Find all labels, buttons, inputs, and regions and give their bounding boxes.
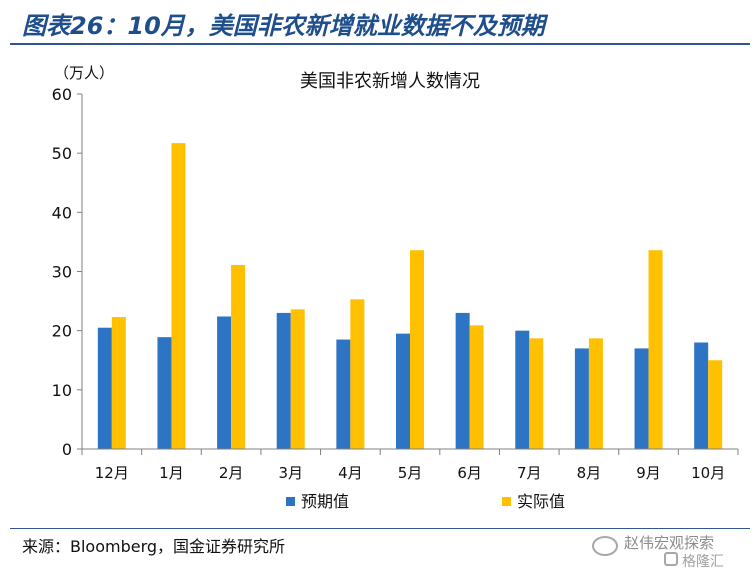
x-tick-label: 2月	[219, 464, 244, 482]
x-tick-label: 1月	[159, 464, 184, 482]
y-tick-label: 10	[52, 381, 72, 400]
y-tick-label: 20	[52, 322, 72, 341]
bar-expected	[336, 339, 351, 449]
x-tick-label: 8月	[577, 464, 602, 482]
bar-actual	[648, 250, 663, 449]
x-tick-label: 9月	[636, 464, 661, 482]
bar-actual	[588, 338, 603, 449]
bar-chart: 美国非农新增人数情况 （万人） 0 10 20 30 40 50 60 12月 1月 2月 3月 4…	[52, 64, 739, 511]
legend-swatch	[286, 497, 295, 506]
legend-swatch	[502, 497, 511, 506]
bar-expected	[634, 348, 649, 449]
bars	[97, 143, 723, 449]
watermark-account: 赵伟宏观探索	[624, 534, 715, 552]
bar-actual	[708, 360, 723, 449]
figure-title: 图表26：10月，美国非农新增就业数据不及预期	[22, 12, 545, 40]
bar-actual	[469, 325, 484, 449]
wechat-icon	[592, 536, 618, 556]
bar-actual	[410, 250, 424, 449]
x-tick-label: 4月	[338, 464, 363, 482]
legend-label: 预期值	[301, 492, 349, 511]
x-tick-label: 5月	[398, 464, 423, 482]
bar-expected	[97, 327, 112, 449]
y-tick-label: 50	[52, 144, 72, 163]
x-tick-label: 12月	[95, 464, 129, 482]
y-tick-label: 60	[52, 85, 72, 104]
y-tick-label: 30	[52, 263, 72, 282]
bar-expected	[157, 337, 172, 449]
x-tick-label: 7月	[517, 464, 542, 482]
bar-actual	[350, 299, 365, 449]
y-tick-label: 40	[52, 203, 72, 222]
bar-expected	[217, 316, 232, 449]
x-tick-label: 6月	[457, 464, 482, 482]
watermark: 赵伟宏观探索 格隆汇	[582, 532, 752, 570]
bar-expected	[515, 330, 530, 449]
bar-expected	[574, 348, 589, 449]
bar-actual	[231, 264, 246, 449]
bar-expected	[694, 342, 709, 449]
bar-actual	[111, 317, 126, 449]
bar-actual	[290, 309, 305, 449]
gelonghui-logo-icon	[664, 552, 678, 566]
legend-label: 实际值	[517, 492, 565, 511]
footer-rule	[10, 528, 750, 529]
bar-expected	[396, 333, 410, 449]
source-note: 来源：Bloomberg，国金证券研究所	[22, 537, 286, 556]
bar-actual	[171, 143, 186, 449]
header-rule	[10, 43, 750, 45]
y-axis-unit: （万人）	[54, 64, 114, 82]
x-tick-label: 3月	[278, 464, 303, 482]
legend: 预期值 实际值	[286, 492, 565, 511]
bar-expected	[455, 312, 470, 449]
bar-expected	[276, 312, 291, 449]
x-tick-label: 10月	[691, 464, 725, 482]
chart-title: 美国非农新增人数情况	[300, 71, 480, 92]
bar-actual	[529, 338, 544, 449]
y-axis: 0 10 20 30 40 50 60	[52, 85, 83, 459]
x-axis: 12月 1月 2月 3月 4月 5月 6月 7月 8月 9月 10月	[81, 448, 739, 482]
watermark-brand: 格隆汇	[682, 554, 724, 570]
y-tick-label: 0	[62, 440, 72, 459]
